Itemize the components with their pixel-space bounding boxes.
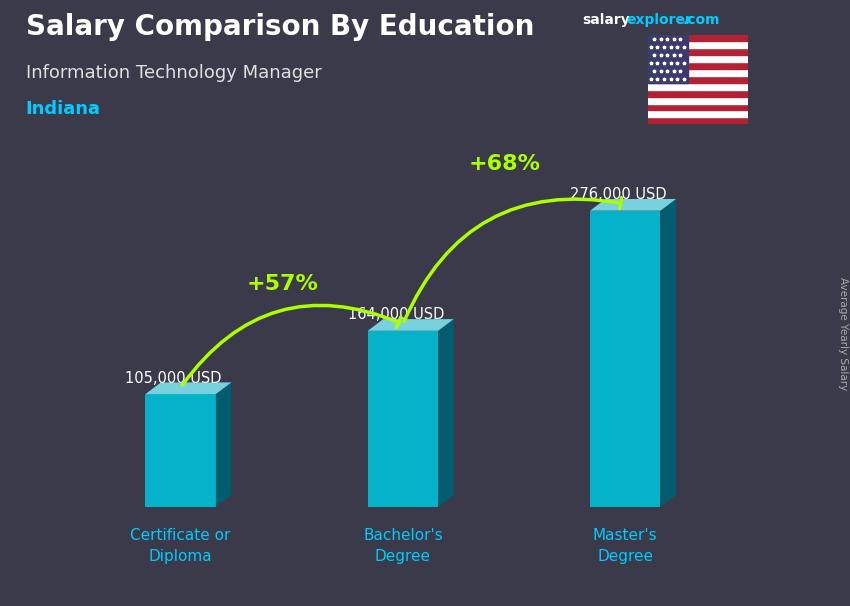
Polygon shape [439, 319, 454, 507]
Bar [648, 104, 748, 110]
Polygon shape [368, 319, 454, 331]
Polygon shape [216, 382, 231, 507]
Bar [648, 110, 748, 118]
Text: Average Yearly Salary: Average Yearly Salary [838, 277, 848, 390]
Text: Indiana: Indiana [26, 100, 100, 118]
Bar [648, 41, 748, 48]
Text: .com: .com [683, 13, 720, 27]
Bar [648, 76, 748, 83]
Text: +57%: +57% [246, 275, 319, 295]
Text: salary: salary [582, 13, 630, 27]
Text: 105,000 USD: 105,000 USD [126, 371, 222, 386]
Bar [648, 69, 748, 76]
Text: 276,000 USD: 276,000 USD [570, 187, 666, 202]
Bar [648, 35, 688, 83]
Text: explorer: explorer [626, 13, 692, 27]
Text: Salary Comparison By Education: Salary Comparison By Education [26, 13, 534, 41]
Bar [648, 35, 748, 41]
Bar [648, 62, 748, 69]
Bar [648, 48, 748, 55]
Text: Bachelor's
Degree: Bachelor's Degree [363, 528, 443, 564]
Polygon shape [590, 211, 660, 507]
Bar [648, 90, 748, 96]
Bar [648, 83, 748, 90]
Bar [648, 96, 748, 104]
Text: Certificate or
Diploma: Certificate or Diploma [131, 528, 231, 564]
Polygon shape [368, 331, 439, 507]
Bar [648, 55, 748, 62]
Text: Information Technology Manager: Information Technology Manager [26, 64, 321, 82]
Text: +68%: +68% [469, 154, 541, 174]
Polygon shape [590, 199, 676, 211]
Text: Master's
Degree: Master's Degree [593, 528, 658, 564]
Polygon shape [660, 199, 676, 507]
Polygon shape [145, 394, 216, 507]
Polygon shape [145, 382, 231, 394]
Text: 164,000 USD: 164,000 USD [348, 307, 445, 322]
Bar [648, 118, 748, 124]
